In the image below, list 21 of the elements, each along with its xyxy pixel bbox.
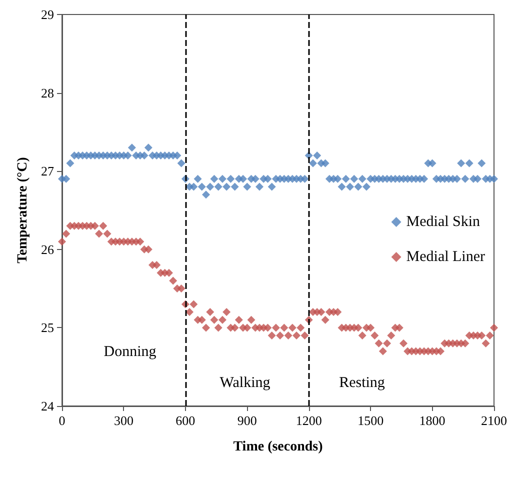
y-tick-label: 26 bbox=[41, 242, 54, 257]
x-axis-title: Time (seconds) bbox=[233, 440, 324, 454]
annotation: Resting bbox=[339, 375, 386, 391]
x-tick-label: 1800 bbox=[419, 413, 446, 428]
x-tick-label: 300 bbox=[114, 413, 134, 428]
x-tick-label: 2100 bbox=[481, 413, 507, 428]
x-tick-label: 1200 bbox=[296, 413, 322, 428]
x-tick-label: 0 bbox=[58, 413, 66, 428]
y-tick-label: 24 bbox=[41, 398, 54, 414]
y-tick-label: 27 bbox=[41, 164, 54, 179]
x-tick-label: 900 bbox=[237, 413, 257, 428]
y-tick-label: 25 bbox=[41, 320, 54, 336]
legend-label: Medial Skin bbox=[406, 214, 481, 230]
x-tick-label: 1500 bbox=[358, 413, 384, 428]
annotation: Donning bbox=[104, 344, 157, 360]
y-tick-label: 28 bbox=[41, 85, 54, 100]
x-tick-label: 600 bbox=[176, 413, 196, 428]
y-axis-title: Temperature (°C) bbox=[16, 156, 30, 264]
legend-label: Medial Liner bbox=[406, 249, 486, 265]
y-tick-label: 29 bbox=[41, 7, 54, 22]
annotation: Walking bbox=[220, 375, 271, 391]
